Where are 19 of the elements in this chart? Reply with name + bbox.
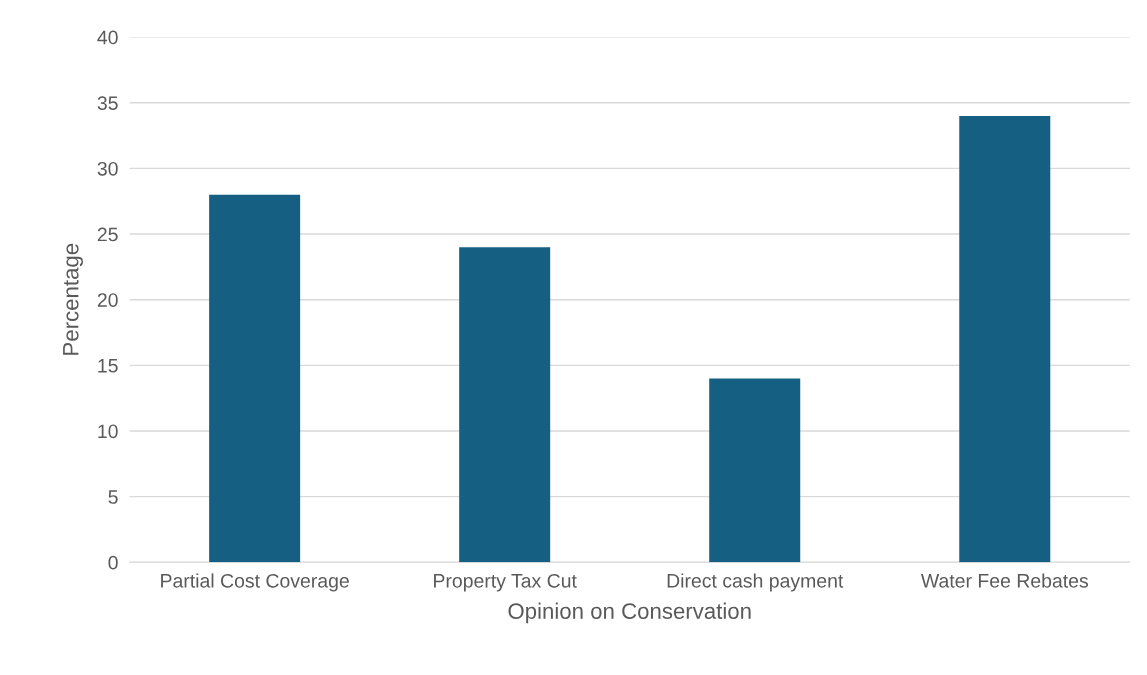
y-tick-label: 0 xyxy=(108,555,118,570)
y-tick-label: 40 xyxy=(97,30,118,45)
x-tick-label: Water Fee Rebates xyxy=(920,573,1089,588)
bar xyxy=(709,378,801,563)
x-tick-label: Partial Cost Coverage xyxy=(161,573,349,592)
x-tick-label: Property Tax Cut xyxy=(434,573,577,592)
bar xyxy=(959,115,1051,563)
y-axis-title: Percentage xyxy=(63,243,83,355)
y-tick-label: 35 xyxy=(97,96,118,111)
x-axis-title: Opinion on Conservation xyxy=(508,602,751,624)
y-tick-label: 30 xyxy=(97,161,118,176)
bar xyxy=(209,194,301,563)
x-tick-label: Direct cash payment xyxy=(667,573,844,592)
y-tick-label: 25 xyxy=(97,227,118,242)
y-tick-label: 15 xyxy=(98,359,118,373)
y-tick-label: 5 xyxy=(108,490,118,504)
y-tick-label: 10 xyxy=(98,424,118,439)
bar xyxy=(459,247,551,563)
y-tick-label: 20 xyxy=(97,293,118,307)
